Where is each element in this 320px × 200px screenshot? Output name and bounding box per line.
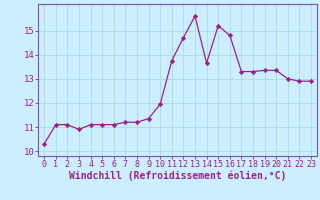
X-axis label: Windchill (Refroidissement éolien,°C): Windchill (Refroidissement éolien,°C) xyxy=(69,171,286,181)
